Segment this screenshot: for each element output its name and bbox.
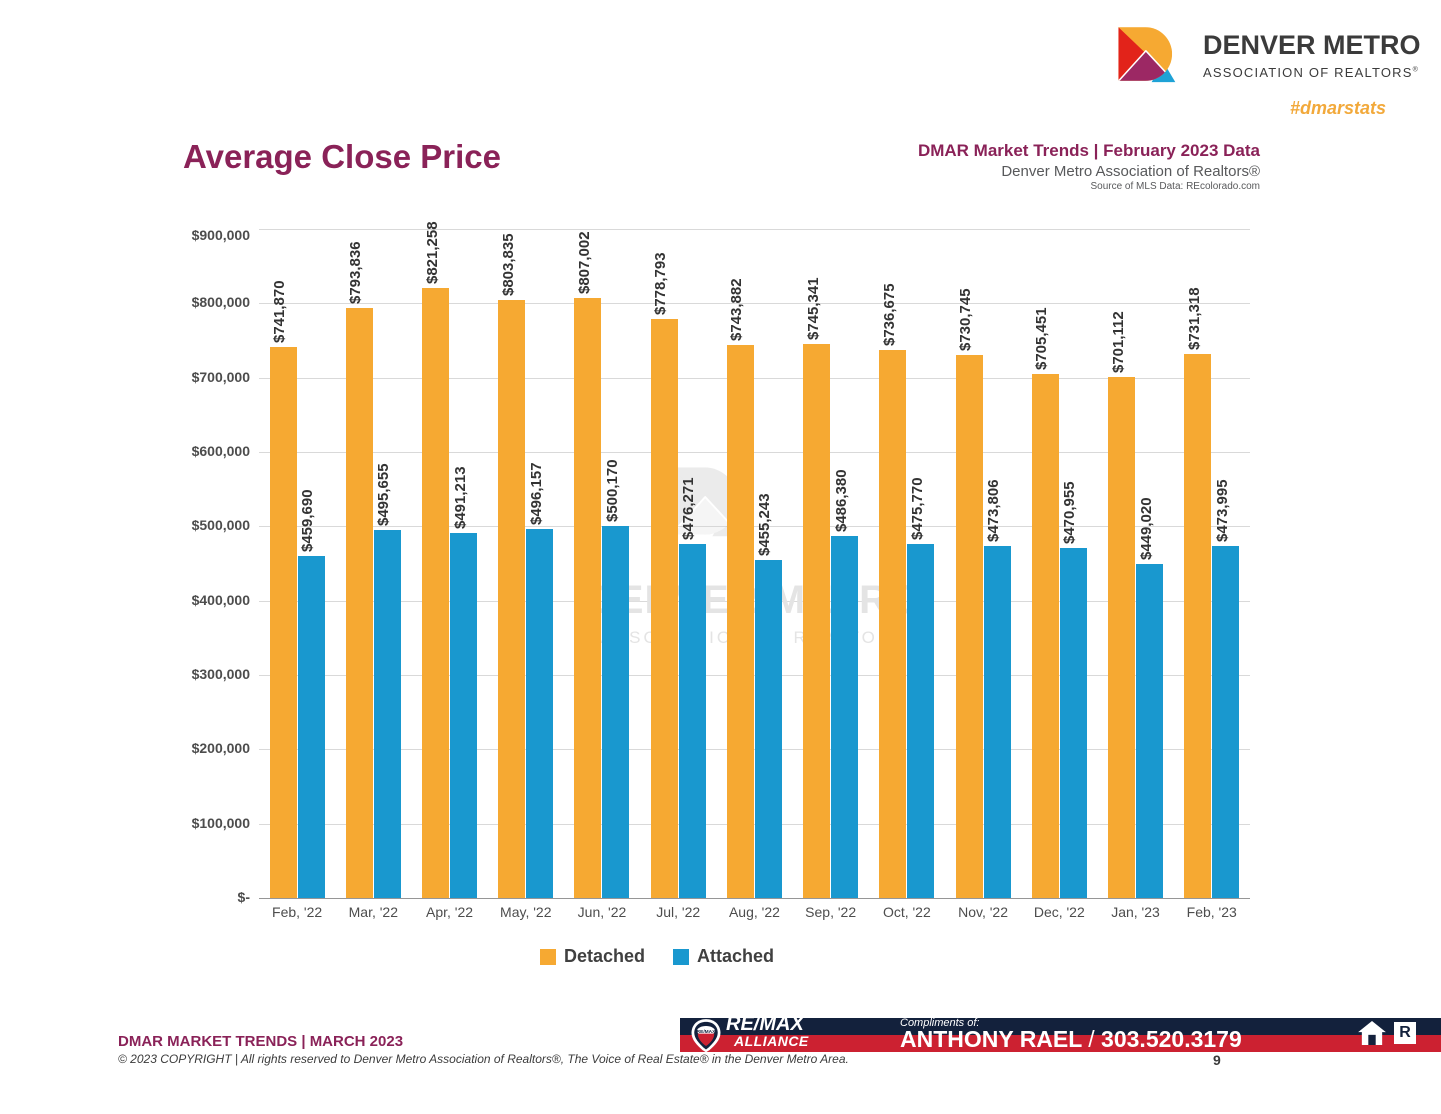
svg-text:RE/MAX: RE/MAX — [697, 1029, 717, 1035]
